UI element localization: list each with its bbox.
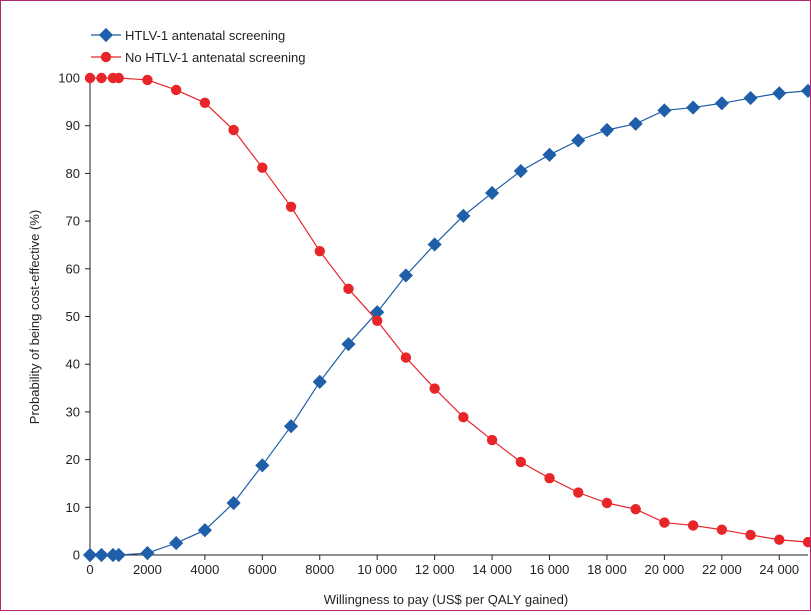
series-line-screening bbox=[90, 90, 809, 556]
y-tick-label: 60 bbox=[66, 261, 80, 276]
data-point-screening bbox=[485, 185, 500, 201]
data-point-screening bbox=[255, 458, 270, 473]
data-point-screening bbox=[714, 96, 729, 111]
data-point-screening bbox=[571, 133, 586, 148]
y-tick-label: 50 bbox=[66, 309, 80, 324]
data-point-no-screening bbox=[142, 74, 153, 86]
data-point-screening bbox=[283, 419, 299, 434]
y-tick-label: 100 bbox=[58, 71, 80, 86]
data-point-screening bbox=[772, 86, 787, 101]
data-point-no-screening bbox=[84, 72, 96, 84]
x-axis-title: Willingness to pay (US$ per QALY gained) bbox=[324, 592, 568, 607]
legend-marker-screening bbox=[98, 27, 114, 43]
y-tick-label: 90 bbox=[66, 118, 80, 133]
x-tick-label: 12 000 bbox=[415, 562, 455, 577]
series-no-screening bbox=[84, 72, 811, 548]
y-tick-label: 70 bbox=[66, 214, 80, 229]
data-point-no-screening bbox=[314, 245, 325, 257]
data-point-no-screening bbox=[96, 72, 107, 84]
data-point-screening bbox=[599, 122, 615, 138]
data-point-no-screening bbox=[429, 383, 440, 394]
data-point-screening bbox=[628, 116, 643, 131]
data-point-screening bbox=[226, 495, 241, 511]
x-tick-label: 16 000 bbox=[530, 562, 570, 577]
y-axis-title: Probability of being cost-effective (%) bbox=[27, 210, 42, 424]
x-tick-label: 14 000 bbox=[472, 562, 512, 577]
y-tick-label: 0 bbox=[73, 548, 80, 563]
data-point-no-screening bbox=[716, 524, 728, 535]
data-point-no-screening bbox=[774, 534, 785, 545]
x-tick-label: 2000 bbox=[133, 562, 162, 577]
data-point-no-screening bbox=[113, 72, 124, 84]
legend-label-screening: HTLV-1 antenatal screening bbox=[125, 28, 285, 43]
legend-label-no-screening: No HTLV-1 antenatal screening bbox=[125, 50, 305, 65]
data-point-no-screening bbox=[228, 124, 239, 136]
data-point-no-screening bbox=[400, 352, 412, 363]
legend: HTLV-1 antenatal screening No HTLV-1 ant… bbox=[91, 27, 305, 65]
x-tick-label: 0 bbox=[86, 562, 93, 577]
y-ticks: 0 10 20 30 40 50 60 70 80 90 100 bbox=[58, 71, 90, 563]
data-point-no-screening bbox=[544, 473, 555, 484]
x-tick-label: 10 000 bbox=[357, 562, 397, 577]
axes bbox=[89, 78, 808, 556]
data-point-screening bbox=[398, 268, 413, 283]
y-tick-label: 10 bbox=[66, 500, 80, 515]
data-point-screening bbox=[657, 103, 672, 118]
y-tick-label: 40 bbox=[66, 357, 80, 372]
data-point-no-screening bbox=[199, 97, 211, 109]
data-point-screening bbox=[800, 83, 811, 98]
y-tick-label: 30 bbox=[66, 404, 80, 419]
data-point-no-screening bbox=[486, 434, 498, 446]
series-screening bbox=[82, 83, 811, 563]
data-point-screening bbox=[427, 237, 442, 252]
x-tick-label: 24 000 bbox=[759, 562, 799, 577]
data-point-no-screening bbox=[659, 517, 670, 528]
data-point-no-screening bbox=[372, 315, 383, 326]
x-tick-label: 4000 bbox=[190, 562, 219, 577]
data-point-screening bbox=[169, 536, 184, 551]
x-tick-label: 20 000 bbox=[645, 562, 685, 577]
x-ticks: 0 2000 4000 6000 8000 10 000 12 000 14 000 16 00… bbox=[86, 555, 799, 577]
data-point-screening bbox=[513, 163, 528, 179]
data-point-no-screening bbox=[515, 456, 526, 468]
data-point-no-screening bbox=[573, 487, 584, 498]
data-point-screening bbox=[341, 337, 356, 352]
data-point-screening bbox=[743, 90, 758, 106]
data-point-no-screening bbox=[630, 504, 641, 515]
data-point-no-screening bbox=[745, 529, 756, 541]
data-point-no-screening bbox=[285, 201, 297, 212]
data-point-screening bbox=[111, 547, 126, 563]
data-point-screening bbox=[82, 547, 98, 563]
series-line-no-screening bbox=[90, 77, 809, 543]
data-point-screening bbox=[542, 147, 557, 162]
y-tick-label: 80 bbox=[66, 166, 80, 181]
x-tick-label: 18 000 bbox=[587, 562, 627, 577]
data-point-no-screening bbox=[170, 84, 182, 96]
data-point-no-screening bbox=[601, 497, 613, 509]
data-point-screening bbox=[370, 305, 385, 320]
data-point-no-screening bbox=[687, 520, 699, 531]
data-point-screening bbox=[456, 208, 471, 223]
data-point-screening bbox=[140, 546, 155, 561]
series-layer bbox=[82, 72, 811, 563]
data-point-screening bbox=[197, 523, 212, 538]
data-point-screening bbox=[686, 100, 701, 115]
data-point-no-screening bbox=[458, 411, 469, 423]
x-tick-label: 6000 bbox=[248, 562, 277, 577]
data-point-screening bbox=[94, 547, 109, 563]
data-point-screening bbox=[312, 374, 327, 389]
x-tick-label: 8000 bbox=[305, 562, 334, 577]
legend-item-screening: HTLV-1 antenatal screening bbox=[91, 27, 285, 43]
data-point-no-screening bbox=[343, 283, 354, 295]
y-tick-label: 20 bbox=[66, 452, 80, 467]
data-point-no-screening bbox=[802, 536, 811, 548]
legend-marker-no-screening bbox=[100, 51, 112, 63]
legend-item-no-screening: No HTLV-1 antenatal screening bbox=[91, 50, 305, 65]
data-point-no-screening bbox=[257, 162, 268, 173]
x-tick-label: 22 000 bbox=[702, 562, 742, 577]
